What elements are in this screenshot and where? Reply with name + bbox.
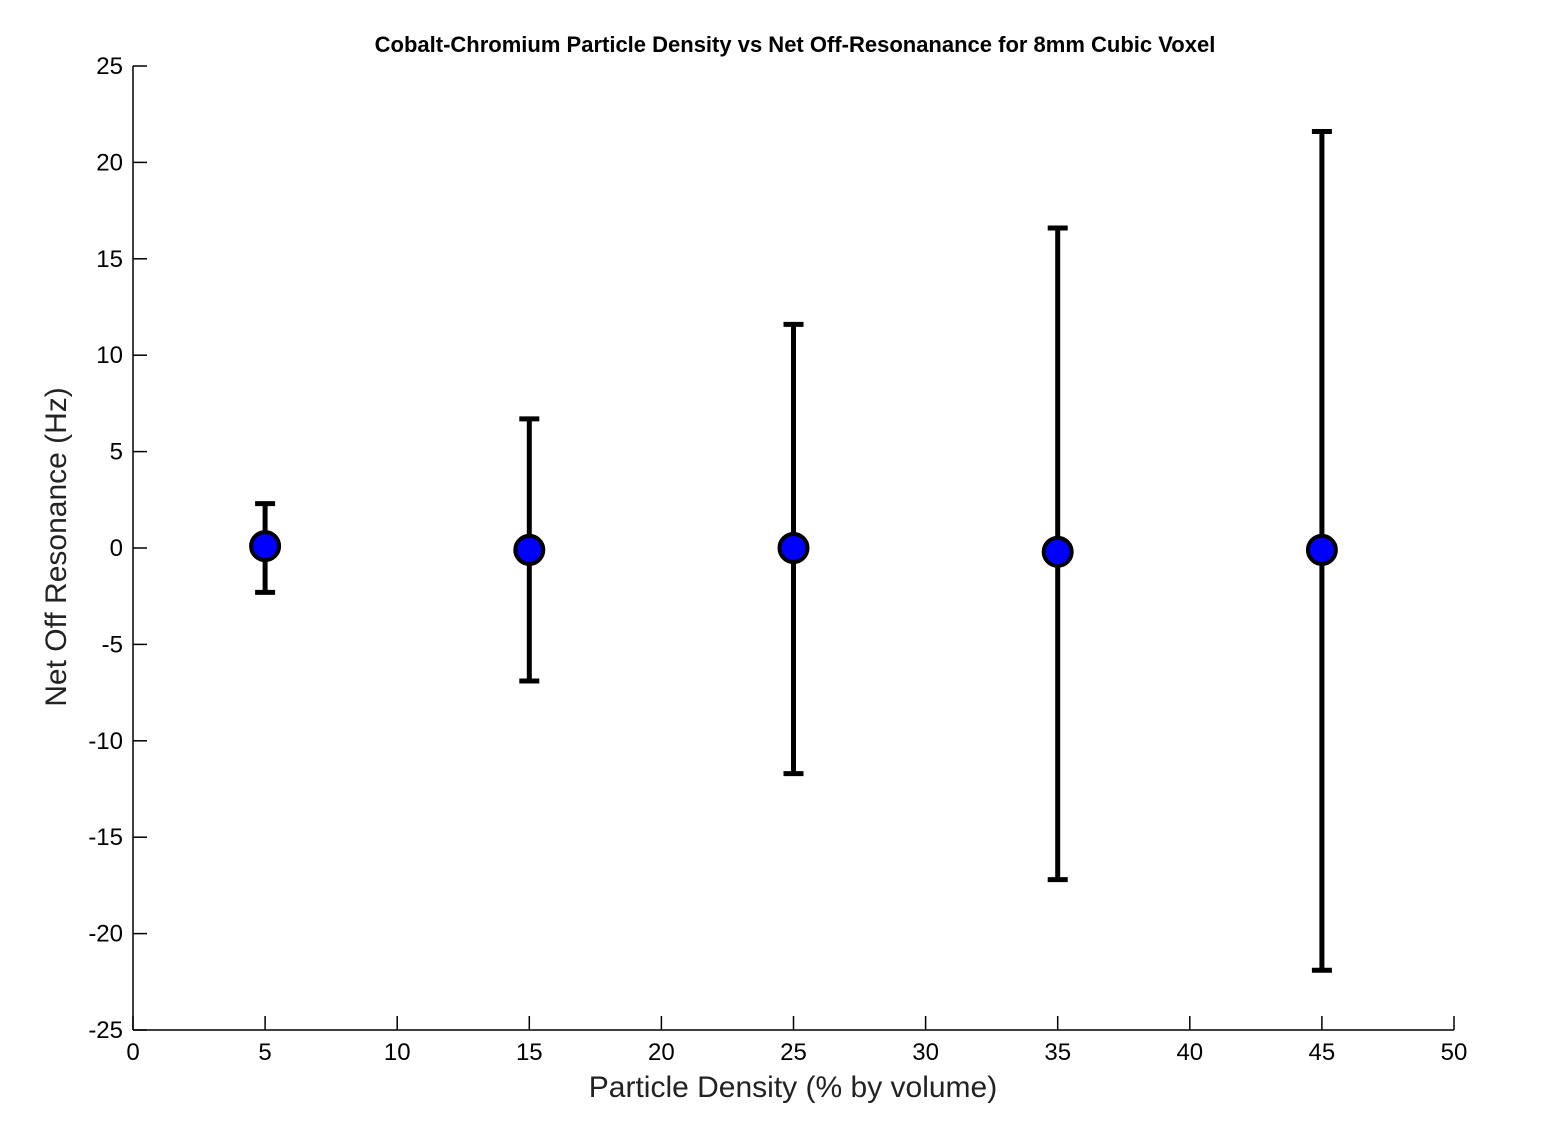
data-point — [1041, 535, 1074, 568]
x-tick-label: 35 — [1044, 1039, 1071, 1066]
y-tick-label: -25 — [88, 1017, 123, 1044]
data-points — [249, 530, 1338, 568]
y-tick-label: 25 — [96, 53, 123, 80]
x-axis: 0 5 10 15 20 25 30 35 40 45 50 — [126, 1016, 1467, 1066]
x-tick-label: 5 — [258, 1039, 271, 1066]
x-tick-label: 10 — [384, 1039, 411, 1066]
x-tick-label: 25 — [780, 1039, 807, 1066]
x-tick-label: 50 — [1441, 1039, 1468, 1066]
x-tick-label: 30 — [912, 1039, 939, 1066]
data-point — [1305, 533, 1338, 566]
y-tick-label: -10 — [88, 728, 123, 755]
x-tick-label: 45 — [1309, 1039, 1336, 1066]
data-point — [777, 532, 810, 564]
x-tick-label: 15 — [516, 1039, 543, 1066]
y-tick-label: -20 — [88, 921, 123, 948]
y-tick-label: 5 — [110, 439, 123, 466]
y-tick-label: 20 — [96, 149, 123, 176]
y-tick-label: 0 — [110, 535, 123, 562]
y-tick-label: -5 — [102, 631, 123, 658]
y-axis: 25 20 15 10 5 0 -5 -10 -15 -20 -25 — [88, 53, 147, 1044]
x-axis-label: Particle Density (% by volume) — [589, 1071, 997, 1104]
x-tick-label: 20 — [648, 1039, 675, 1066]
x-tick-label: 40 — [1176, 1039, 1203, 1066]
chart-title: Cobalt-Chromium Particle Density vs Net … — [375, 32, 1216, 57]
y-tick-label: 15 — [96, 246, 123, 273]
data-point — [513, 533, 546, 566]
x-tick-label: 0 — [126, 1039, 139, 1066]
y-axis-label: Net Off Resonance (Hz) — [40, 387, 73, 707]
y-tick-label: 10 — [96, 342, 123, 369]
data-point — [249, 530, 282, 563]
y-tick-label: -15 — [88, 824, 123, 851]
